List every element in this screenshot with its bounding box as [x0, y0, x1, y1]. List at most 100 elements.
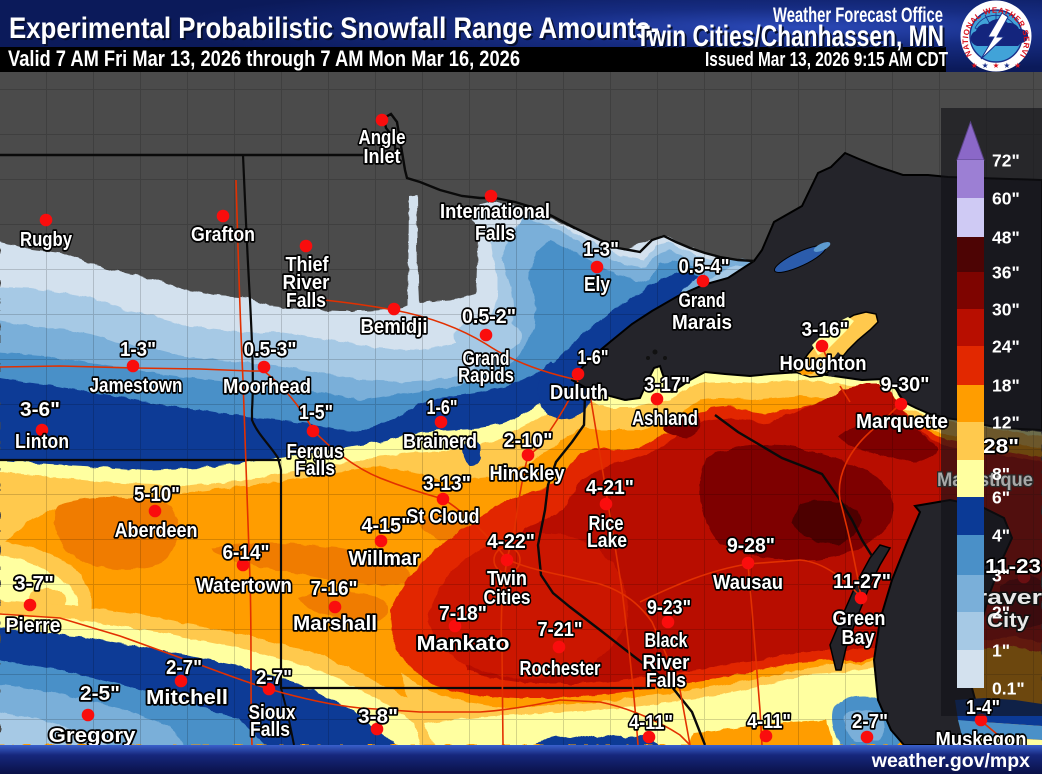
- svg-text:11-27": 11-27": [833, 571, 891, 593]
- svg-text:Mitchell: Mitchell: [146, 687, 228, 709]
- svg-text:0.5-2": 0.5-2": [462, 306, 516, 328]
- svg-text:Thief: Thief: [286, 254, 329, 276]
- svg-text:Marquette: Marquette: [856, 411, 948, 433]
- svg-text:Twin Cities/Chanhassen, MN: Twin Cities/Chanhassen, MN: [636, 20, 944, 53]
- svg-text:Mankato: Mankato: [417, 633, 510, 655]
- svg-text:2-10": 2-10": [504, 430, 553, 452]
- svg-text:Rochester: Rochester: [520, 658, 601, 680]
- svg-text:Ely: Ely: [584, 274, 611, 296]
- svg-text:8": 8": [992, 464, 1010, 484]
- svg-text:Wausau: Wausau: [713, 572, 783, 594]
- svg-text:Weather Forecast Office: Weather Forecast Office: [773, 4, 943, 27]
- svg-text:2-5": 2-5": [80, 683, 120, 705]
- svg-text:0.5-4": 0.5-4": [679, 256, 730, 278]
- svg-text:6-14": 6-14": [223, 542, 270, 564]
- svg-text:9-28": 9-28": [727, 535, 775, 557]
- svg-text:3-16": 3-16": [802, 319, 849, 341]
- svg-text:7-18": 7-18": [439, 603, 487, 625]
- svg-text:Manistique: Manistique: [937, 470, 1033, 491]
- svg-text:Pierre: Pierre: [6, 615, 61, 637]
- svg-text:River: River: [283, 272, 330, 294]
- svg-text:2": 2": [992, 603, 1010, 623]
- svg-text:Hinckley: Hinckley: [490, 463, 566, 485]
- svg-text:Willmar: Willmar: [349, 548, 420, 570]
- svg-text:1-3": 1-3": [120, 339, 156, 361]
- svg-text:International: International: [440, 201, 550, 223]
- svg-text:Grand: Grand: [463, 348, 510, 370]
- svg-text:Gregory: Gregory: [49, 725, 137, 747]
- svg-text:Houghton: Houghton: [780, 353, 867, 375]
- svg-text:24": 24": [992, 337, 1020, 357]
- svg-text:Grand: Grand: [679, 290, 726, 312]
- svg-text:4-22": 4-22": [487, 531, 535, 553]
- svg-text:Marais: Marais: [672, 312, 732, 334]
- svg-text:Moorhead: Moorhead: [223, 376, 311, 398]
- svg-text:Duluth: Duluth: [550, 382, 608, 404]
- svg-text:2-7": 2-7": [256, 667, 292, 689]
- svg-text:1": 1": [992, 641, 1010, 661]
- svg-text:City: City: [987, 610, 1030, 632]
- svg-text:5-10": 5-10": [134, 484, 180, 506]
- svg-text:3-17": 3-17": [644, 374, 690, 396]
- svg-text:Marshall: Marshall: [293, 613, 377, 635]
- svg-text:Falls: Falls: [286, 290, 326, 312]
- svg-text:0.5-3": 0.5-3": [244, 339, 297, 361]
- svg-text:River: River: [643, 652, 690, 674]
- svg-text:Watertown: Watertown: [196, 575, 292, 597]
- svg-text:Falls: Falls: [250, 719, 290, 741]
- svg-text:★ ★ ★ ★ ★: ★ ★ ★ ★ ★: [971, 61, 1022, 70]
- svg-text:48": 48": [992, 228, 1020, 248]
- svg-text:3-13": 3-13": [423, 473, 471, 495]
- svg-text:0.1": 0.1": [992, 679, 1025, 699]
- svg-text:7-16": 7-16": [311, 578, 358, 600]
- svg-text:Rice: Rice: [589, 513, 624, 535]
- svg-text:28": 28": [983, 436, 1019, 458]
- svg-text:6": 6": [992, 488, 1010, 508]
- svg-text:Inlet: Inlet: [364, 146, 401, 168]
- svg-text:7-21": 7-21": [538, 619, 583, 641]
- svg-text:Falls: Falls: [646, 670, 686, 692]
- svg-text:Sioux: Sioux: [249, 702, 296, 724]
- svg-text:12": 12": [992, 413, 1020, 433]
- svg-text:72": 72": [992, 151, 1020, 171]
- svg-text:9-30": 9-30": [881, 374, 930, 396]
- svg-text:30": 30": [992, 300, 1020, 320]
- svg-text:Aberdeen: Aberdeen: [115, 520, 198, 542]
- svg-text:Rugby: Rugby: [20, 229, 73, 251]
- svg-text:Falls: Falls: [475, 223, 515, 245]
- svg-text:Twin: Twin: [487, 568, 527, 590]
- svg-text:Linton: Linton: [15, 431, 69, 453]
- svg-text:Black: Black: [645, 630, 689, 652]
- svg-text:Experimental Probabilistic Sno: Experimental Probabilistic Snowfall Rang…: [11, 14, 661, 47]
- svg-text:Brainerd: Brainerd: [403, 431, 477, 453]
- svg-text:1-5": 1-5": [299, 402, 333, 424]
- svg-text:3-7": 3-7": [14, 573, 54, 595]
- svg-text:1-6": 1-6": [427, 397, 458, 419]
- svg-text:1-3": 1-3": [583, 239, 619, 261]
- svg-text:3-8": 3-8": [358, 706, 398, 728]
- svg-text:4": 4": [992, 526, 1010, 546]
- svg-text:Twin Cities/Chanhassen, MN: Twin Cities/Chanhassen, MN: [638, 22, 946, 55]
- svg-text:Falls: Falls: [295, 458, 335, 480]
- svg-text:Rapids: Rapids: [458, 365, 514, 387]
- svg-text:Green: Green: [833, 608, 886, 630]
- svg-text:18": 18": [992, 376, 1020, 396]
- svg-text:4-15": 4-15": [362, 515, 411, 537]
- svg-text:2-7": 2-7": [166, 657, 202, 679]
- svg-text:11-23: 11-23: [985, 556, 1041, 578]
- svg-text:Bay: Bay: [842, 627, 876, 649]
- svg-text:Experimental Probabilistic Sno: Experimental Probabilistic Snowfall Rang…: [9, 12, 659, 45]
- svg-text:weather.gov/mpx: weather.gov/mpx: [871, 750, 1030, 772]
- svg-text:Jamestown: Jamestown: [90, 375, 183, 397]
- svg-text:Lake: Lake: [587, 530, 627, 552]
- svg-text:Fergus: Fergus: [287, 441, 344, 463]
- svg-text:Issued Mar 13, 2026 9:15 AM CD: Issued Mar 13, 2026 9:15 AM CDT: [705, 49, 948, 71]
- svg-text:Valid 7 AM Fri Mar 13, 2026 th: Valid 7 AM Fri Mar 13, 2026 through 7 AM…: [8, 46, 520, 71]
- svg-text:36": 36": [992, 263, 1020, 283]
- svg-text:1-6": 1-6": [578, 347, 609, 369]
- svg-text:3": 3": [992, 566, 1010, 586]
- svg-text:1-4": 1-4": [966, 697, 1000, 719]
- svg-text:Ashland: Ashland: [632, 408, 698, 430]
- svg-text:2-7": 2-7": [852, 711, 888, 733]
- svg-text:Angle: Angle: [359, 127, 406, 149]
